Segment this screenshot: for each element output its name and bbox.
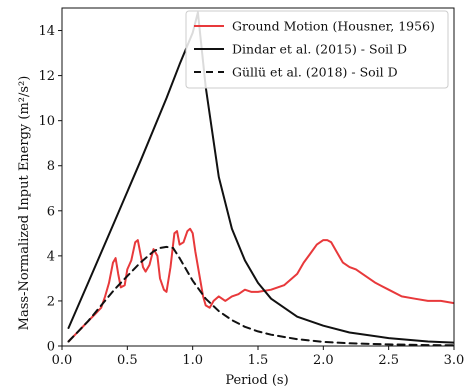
y-tick-label: 4 xyxy=(47,249,55,264)
x-tick-label: 2.0 xyxy=(313,353,334,368)
series-line-3 xyxy=(67,245,454,346)
x-tick-label: 1.0 xyxy=(182,353,203,368)
series-line-1 xyxy=(67,227,454,343)
x-tick-label: 1.5 xyxy=(248,353,269,368)
y-tick-label: 2 xyxy=(47,294,55,309)
x-tick-label: 0.5 xyxy=(117,353,138,368)
x-tick-label: 2.5 xyxy=(378,353,399,368)
x-axis-label: Period (s) xyxy=(225,373,288,388)
y-axis-label-text: Mass-Normalized Input Energy xyxy=(17,123,32,330)
y-tick-label: 8 xyxy=(47,159,55,174)
x-tick-label: 3.0 xyxy=(444,353,465,368)
series-line-2 xyxy=(67,11,454,344)
y-tick-label: 10 xyxy=(38,114,55,129)
legend-label-2: Dindar et al. (2015) - Soil D xyxy=(232,42,407,57)
y-axis-label: Mass-Normalized Input Energy (m²/s²) xyxy=(17,76,32,331)
series-group xyxy=(67,11,454,346)
legend: Ground Motion (Housner, 1956) Dindar et a… xyxy=(185,10,449,89)
y-tick-label: 12 xyxy=(38,69,55,84)
x-tick-label: 0.0 xyxy=(52,353,73,368)
plot-area: 0.0 0.5 1.0 1.5 2.0 2.5 3.0 0 2 4 6 8 10 12 14 xyxy=(38,7,465,368)
y-tick-label: 0 xyxy=(47,340,55,355)
y-axis-label-unit: (m²/s²) xyxy=(17,76,32,120)
y-tick-label: 14 xyxy=(38,24,55,39)
legend-box xyxy=(185,10,449,89)
y-tick-label: 6 xyxy=(47,204,55,219)
legend-label-3: Güllü et al. (2018) - Soil D xyxy=(232,65,398,80)
legend-label-1: Ground Motion (Housner, 1956) xyxy=(232,19,435,34)
